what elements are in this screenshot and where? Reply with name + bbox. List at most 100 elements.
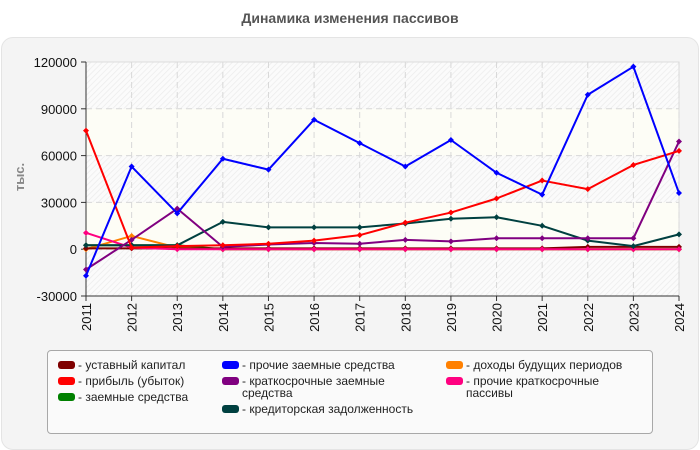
data-point-marker xyxy=(83,229,89,236)
legend-swatch-icon xyxy=(222,377,239,385)
data-point-marker xyxy=(539,246,546,253)
legend-item-kratkosrochnye-zaemnye: - краткосрочные заемные средства xyxy=(222,375,442,399)
data-point-marker xyxy=(493,214,500,221)
data-point-marker xyxy=(539,235,546,242)
data-point-marker xyxy=(447,238,454,245)
data-point-marker xyxy=(174,246,181,253)
x-tick-label: 2014 xyxy=(216,303,231,332)
data-point-marker xyxy=(493,195,500,202)
data-point-marker xyxy=(219,218,226,225)
data-point-marker xyxy=(83,127,89,134)
y-tick-label: 60000 xyxy=(41,149,77,164)
data-point-marker xyxy=(83,245,89,252)
y-tick-label: 30000 xyxy=(41,195,77,210)
data-point-marker xyxy=(83,242,89,249)
data-point-marker xyxy=(128,232,135,239)
legend-column-3: - доходы будущих периодов - прочие кратк… xyxy=(446,359,646,403)
data-point-marker xyxy=(630,63,637,70)
legend-item-prochie-kratkosrochnye: - прочие краткосрочные пассивы xyxy=(446,375,646,399)
data-point-marker xyxy=(447,246,454,253)
data-point-marker xyxy=(174,210,181,217)
data-point-marker xyxy=(447,215,454,222)
data-point-marker xyxy=(402,219,409,226)
legend-swatch-icon xyxy=(446,361,463,369)
legend-item-pribyl: - прибыль (убыток) xyxy=(58,375,223,387)
legend-item-kreditorskaya: - кредиторская задолженность xyxy=(222,403,442,415)
data-point-marker xyxy=(219,242,226,249)
data-point-marker xyxy=(356,232,363,239)
data-point-marker xyxy=(630,161,637,168)
x-tick-label: 2011 xyxy=(79,303,94,331)
series-lines xyxy=(83,63,682,279)
x-tick-label: 2016 xyxy=(307,303,322,332)
data-point-marker xyxy=(265,240,272,247)
series-line xyxy=(83,127,682,251)
y-tick-label: 0 xyxy=(70,242,77,257)
data-point-marker xyxy=(539,191,546,198)
data-point-marker xyxy=(493,169,500,176)
legend-item-prochie-zaemnye: - прочие заемные средства xyxy=(222,359,442,371)
legend-swatch-icon xyxy=(58,377,75,385)
series-line xyxy=(83,63,682,279)
data-point-marker xyxy=(676,190,682,197)
data-point-marker xyxy=(630,235,637,242)
data-point-marker xyxy=(265,246,272,253)
x-tick-label: 2017 xyxy=(353,303,368,332)
chart-title: Динамика изменения пассивов xyxy=(241,10,459,26)
data-point-marker xyxy=(311,246,318,253)
x-tick-label: 2019 xyxy=(444,303,459,332)
plot-background xyxy=(85,61,680,297)
data-point-marker xyxy=(584,246,591,253)
data-point-marker xyxy=(447,209,454,216)
data-point-marker xyxy=(493,246,500,253)
data-point-marker xyxy=(265,166,272,173)
legend-column-2: - прочие заемные средства - краткосрочны… xyxy=(222,359,442,419)
y-tick-label: 120000 xyxy=(34,55,77,70)
legend-swatch-icon xyxy=(446,377,463,385)
x-tick-label: 2023 xyxy=(626,303,641,332)
data-point-marker xyxy=(539,222,546,229)
data-point-marker xyxy=(402,163,409,170)
data-point-marker xyxy=(219,155,226,162)
x-tick-label: 2013 xyxy=(170,303,185,332)
data-point-marker xyxy=(676,147,682,154)
data-point-marker xyxy=(676,246,682,253)
data-point-marker xyxy=(174,243,181,250)
data-point-marker xyxy=(447,137,454,143)
data-point-marker xyxy=(128,163,135,170)
legend-column-1: - уставный капитал - прибыль (убыток) - … xyxy=(58,359,223,407)
data-point-marker xyxy=(356,240,363,247)
y-axis-label: тыс. xyxy=(12,163,27,191)
data-point-marker xyxy=(676,231,682,238)
data-point-marker xyxy=(676,138,682,145)
data-point-marker xyxy=(402,246,409,253)
data-point-marker xyxy=(539,177,546,184)
data-point-marker xyxy=(356,224,363,231)
data-point-marker xyxy=(128,244,135,251)
data-point-marker xyxy=(356,246,363,253)
x-tick-label: 2012 xyxy=(125,303,140,332)
legend-item-zaemnye-sredstva: - заемные средства xyxy=(58,391,223,403)
x-tick-label: 2018 xyxy=(398,303,413,332)
data-point-marker xyxy=(584,235,591,242)
legend: - уставный капитал - прибыль (убыток) - … xyxy=(47,350,653,434)
data-point-marker xyxy=(630,246,637,253)
data-point-marker xyxy=(630,243,637,250)
data-point-marker xyxy=(311,116,318,123)
y-tick-label: 90000 xyxy=(41,102,77,117)
x-tick-label: 2022 xyxy=(581,303,596,332)
data-point-marker xyxy=(356,140,363,147)
legend-swatch-icon xyxy=(222,361,239,369)
data-point-marker xyxy=(265,224,272,231)
x-tick-label: 2021 xyxy=(535,303,550,332)
data-point-marker xyxy=(402,236,409,243)
data-point-marker xyxy=(493,235,500,242)
data-point-marker xyxy=(584,186,591,193)
legend-swatch-icon xyxy=(58,361,75,369)
data-point-marker xyxy=(311,237,318,244)
legend-swatch-icon xyxy=(58,393,75,401)
data-point-marker xyxy=(311,224,318,231)
x-tick-label: 2024 xyxy=(672,303,687,332)
